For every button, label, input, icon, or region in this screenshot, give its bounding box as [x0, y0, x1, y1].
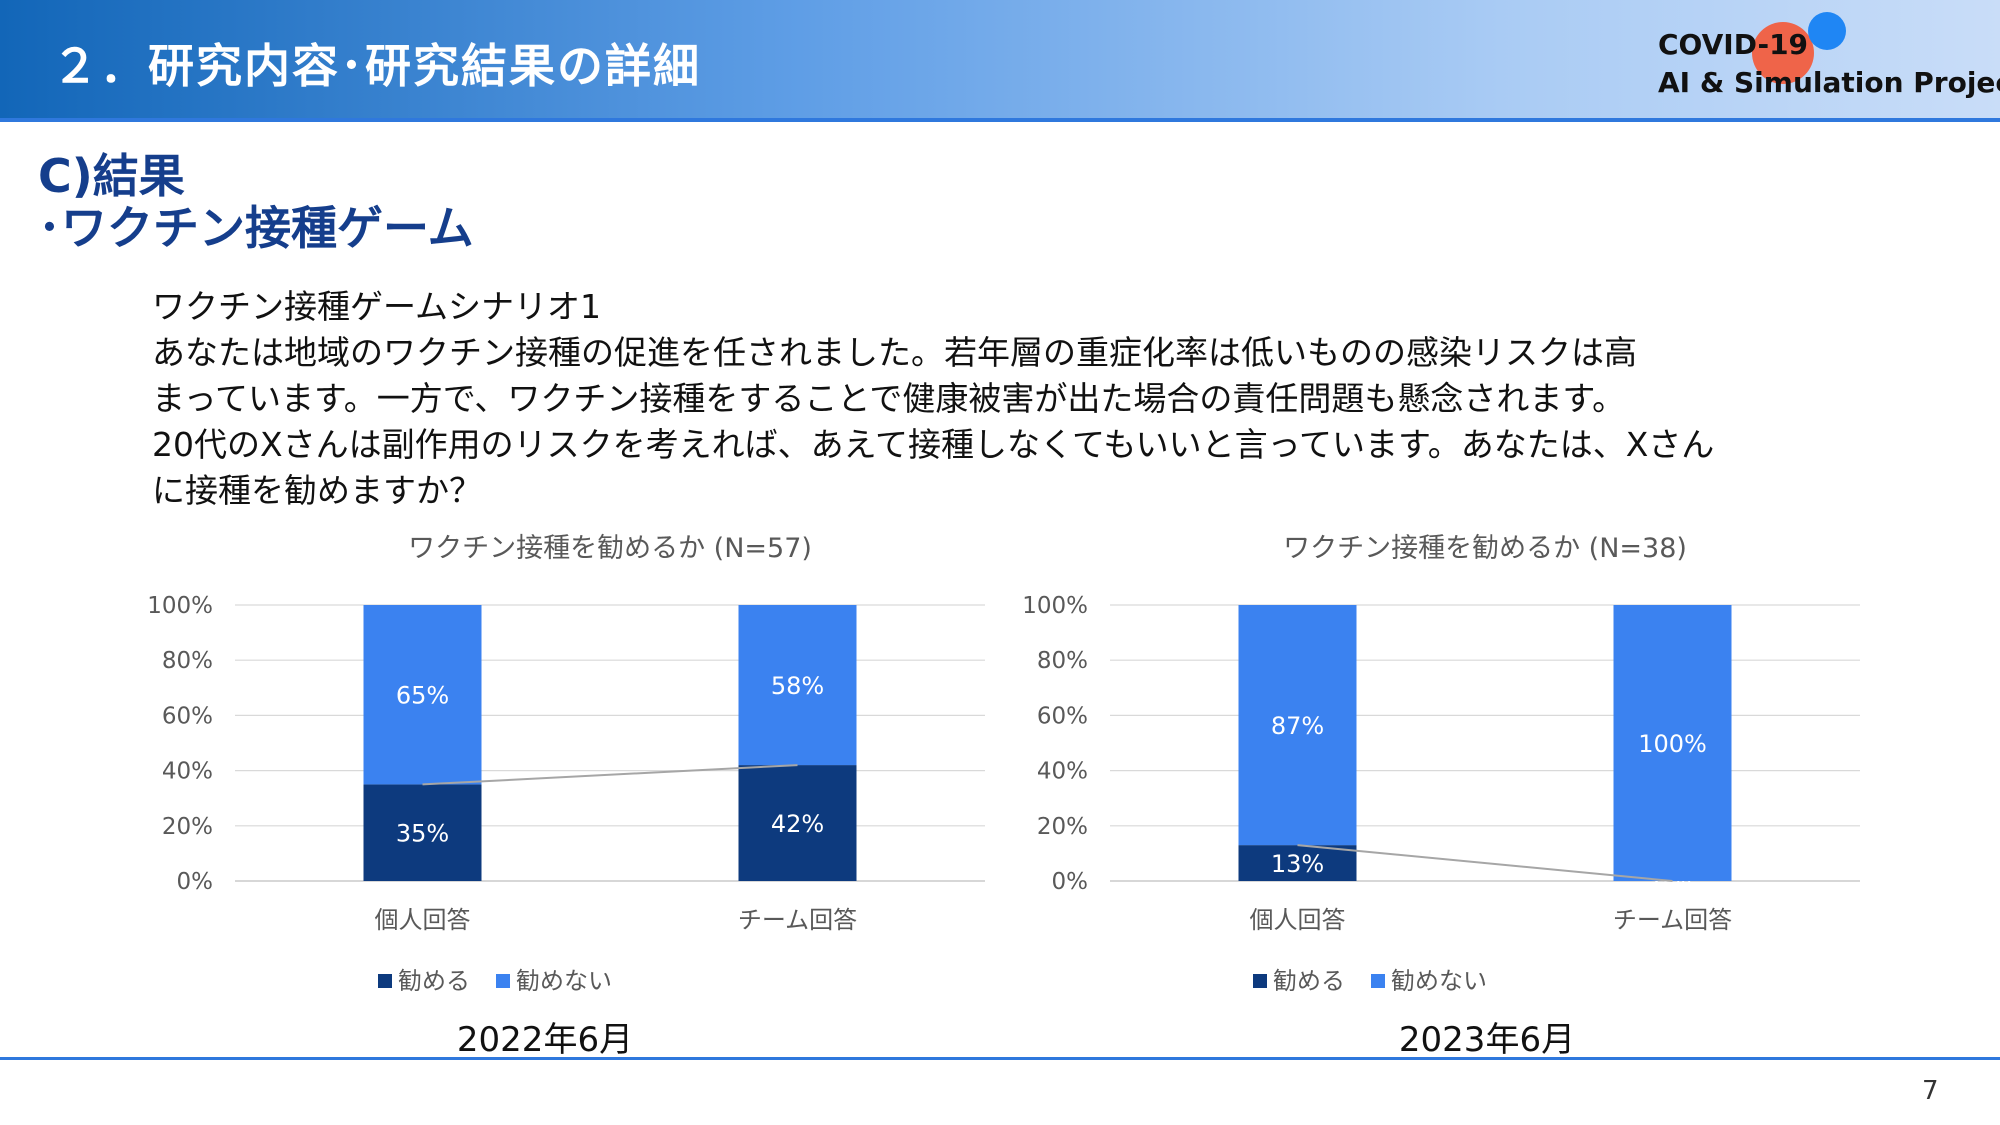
data-label: 42%: [771, 810, 824, 838]
series-connector: [422, 764, 798, 786]
data-label: 87%: [1271, 712, 1324, 740]
footer-divider: [0, 1057, 2000, 1060]
data-label: 65%: [396, 682, 449, 710]
section-heading: C)結果: [38, 149, 185, 203]
header-banner: [0, 0, 2000, 118]
legend-swatch: [378, 974, 392, 988]
x-tick-label: チーム回答: [1613, 906, 1732, 934]
bar-segment: [1238, 605, 1357, 846]
bar-segment: [363, 784, 482, 881]
scenario-line: ワクチン接種ゲームシナリオ1: [152, 287, 602, 326]
logo-text-line1: COVID-19: [1658, 28, 1809, 61]
y-tick-label: 100%: [147, 593, 213, 619]
scenario-line: 20代のXさんは副作用のリスクを考えれば、あえて接種しなくてもいいと言っています…: [152, 425, 1715, 464]
y-tick-label: 20%: [162, 814, 213, 840]
chart-2022: ワクチン接種を勧めるか (N=57) 0% 20% 40% 60% 80% 100% 35% 6…: [147, 533, 985, 995]
scenario-line: に接種を勧めますか？: [152, 471, 482, 510]
bar-segment: [1238, 845, 1357, 881]
scenario-text: ワクチン接種ゲームシナリオ1 あなたは地域のワクチン接種の促進を任されました。若…: [152, 284, 1714, 514]
bar-segment: [1613, 605, 1732, 881]
logo-blue-circle: [1808, 12, 1846, 50]
y-tick-label: 40%: [1037, 759, 1088, 785]
y-tick-label: 0%: [177, 869, 214, 895]
y-tick-label: 80%: [1037, 648, 1088, 674]
chart-caption-2022: 2022年6月: [456, 1020, 634, 1060]
data-label: 58%: [771, 672, 824, 700]
y-tick-label: 100%: [1022, 593, 1088, 619]
y-tick-label: 80%: [162, 648, 213, 674]
bar-segment: [363, 605, 482, 785]
legend-label: 勧めない: [516, 967, 612, 995]
x-tick-label: 個人回答: [375, 906, 471, 934]
scenario-line: まっています。一方で、ワクチン接種をすることで健康被害が出た場合の責任問題も懸念…: [152, 379, 1626, 418]
legend-label: 勧める: [1273, 967, 1345, 995]
legend-label: 勧めない: [1391, 967, 1487, 995]
page-title: ２．研究内容･研究結果の詳細: [52, 39, 701, 93]
bar-segment: [738, 765, 857, 881]
chart-title: ワクチン接種を勧めるか (N=38): [1283, 533, 1687, 564]
chart-title: ワクチン接種を勧めるか (N=57): [408, 533, 812, 564]
y-tick-label: 60%: [1037, 703, 1088, 729]
logo-text-line2: AI & Simulation Project: [1658, 66, 2000, 99]
chart-caption-2023: 2023年6月: [1398, 1020, 1576, 1060]
y-tick-label: 0%: [1052, 869, 1089, 895]
legend-swatch: [1253, 974, 1267, 988]
legend-label: 勧める: [398, 967, 470, 995]
bar-segment: [738, 605, 857, 766]
y-tick-label: 40%: [162, 759, 213, 785]
page-number: 7: [1922, 1076, 1939, 1106]
legend-swatch: [496, 974, 510, 988]
y-tick-label: 20%: [1037, 814, 1088, 840]
header-divider: [0, 118, 2000, 122]
legend-swatch: [1371, 974, 1385, 988]
scenario-line: あなたは地域のワクチン接種の促進を任されました。若年層の重症化率は低いものの感染…: [152, 333, 1637, 372]
series-connector: [1297, 844, 1673, 882]
logo-red-circle: [1752, 22, 1814, 84]
data-label: 35%: [396, 820, 449, 848]
x-tick-label: 個人回答: [1250, 906, 1346, 934]
section-subheading: ･ワクチン接種ゲーム: [38, 201, 474, 255]
x-tick-label: チーム回答: [738, 906, 857, 934]
chart-2023: ワクチン接種を勧めるか (N=38) 0% 20% 40% 60% 80% 100% 13% 8…: [1022, 533, 1860, 995]
data-label: 100%: [1638, 730, 1707, 758]
data-label: 13%: [1271, 850, 1324, 878]
y-tick-label: 60%: [162, 703, 213, 729]
